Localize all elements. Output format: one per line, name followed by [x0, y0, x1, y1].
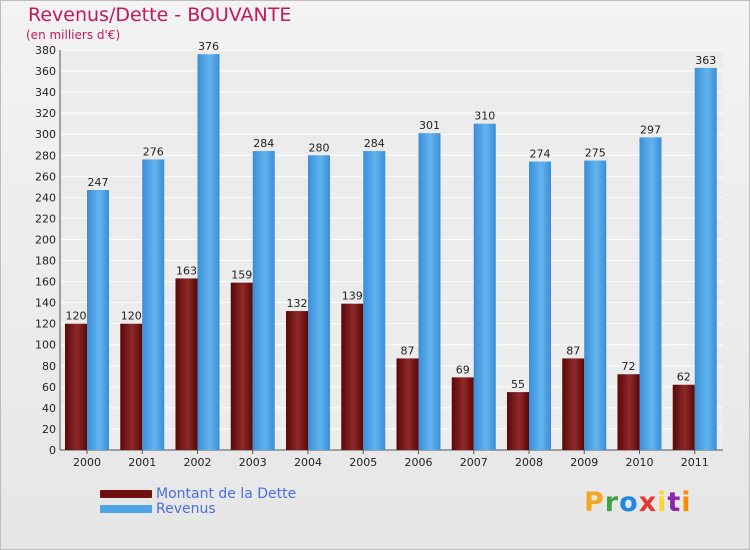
- y-tick-label: 200: [35, 233, 56, 246]
- y-tick-label: 60: [42, 381, 56, 394]
- bar-dette: [562, 358, 585, 450]
- data-label-revenus: 363: [695, 54, 716, 67]
- x-tick-label: 2000: [73, 456, 101, 469]
- bar-dette: [341, 303, 364, 450]
- bar-dette: [175, 278, 198, 450]
- bar-revenus: [639, 137, 662, 451]
- data-label-dette: 72: [622, 360, 636, 373]
- x-tick-label: 2001: [128, 456, 156, 469]
- y-tick-label: 140: [35, 297, 56, 310]
- x-tick-label: 2008: [515, 456, 543, 469]
- x-tick-label: 2005: [349, 456, 377, 469]
- data-label-dette: 87: [401, 344, 415, 357]
- data-label-dette: 132: [287, 297, 308, 310]
- y-tick-label: 80: [42, 360, 56, 373]
- data-label-revenus: 275: [585, 147, 606, 160]
- legend-label-dette: Montant de la Dette: [156, 485, 297, 502]
- data-label-revenus: 310: [474, 110, 495, 123]
- y-tick-label: 100: [35, 339, 56, 352]
- x-tick-label: 2010: [626, 456, 654, 469]
- data-label-revenus: 276: [143, 145, 164, 158]
- data-label-revenus: 280: [309, 141, 330, 154]
- logo-letter: t: [667, 487, 682, 518]
- chart-subtitle: (en milliers d'€): [26, 28, 121, 42]
- data-label-dette: 159: [231, 269, 252, 282]
- logo-letter: i: [681, 487, 692, 518]
- logo-letter: o: [619, 487, 639, 518]
- data-label-revenus: 376: [198, 40, 219, 53]
- data-label-dette: 163: [176, 264, 197, 277]
- data-label-dette: 120: [121, 310, 142, 323]
- bar-revenus: [87, 190, 109, 450]
- legend-item-revenus: Revenus: [100, 500, 296, 517]
- bar-dette: [65, 323, 87, 450]
- legend-label-revenus: Revenus: [156, 500, 216, 517]
- data-label-dette: 87: [566, 344, 580, 357]
- y-tick-label: 40: [42, 402, 56, 415]
- x-tick-label: 2002: [184, 456, 212, 469]
- data-label-revenus: 274: [530, 148, 551, 161]
- bar-dette: [617, 374, 640, 450]
- bar-revenus: [473, 123, 496, 451]
- bar-revenus: [308, 155, 330, 450]
- x-tick-label: 2009: [570, 456, 598, 469]
- y-tick-label: 220: [35, 212, 56, 225]
- legend-swatch-dette: [100, 489, 152, 498]
- y-tick-label: 300: [35, 128, 56, 141]
- y-tick-label: 280: [35, 149, 56, 162]
- bar-dette: [396, 358, 419, 450]
- y-tick-label: 320: [35, 107, 56, 120]
- y-tick-label: 340: [35, 86, 56, 99]
- y-tick-label: 380: [35, 44, 56, 57]
- bar-dette: [672, 384, 695, 450]
- bar-dette: [230, 282, 253, 450]
- x-tick-label: 2003: [239, 456, 267, 469]
- bar-revenus: [418, 133, 441, 450]
- legend: Montant de la Dette Revenus: [100, 485, 297, 517]
- bar-revenus: [363, 151, 386, 451]
- chart-title: Revenus/Dette - BOUVANTE: [28, 4, 292, 26]
- legend-item-dette: Montant de la Dette: [100, 485, 297, 502]
- data-label-revenus: 297: [640, 123, 661, 136]
- bar-revenus: [584, 160, 607, 451]
- data-label-dette: 62: [677, 371, 691, 384]
- bar-dette: [120, 323, 143, 450]
- logo-letter: r: [604, 487, 620, 518]
- y-tick-label: 160: [35, 276, 56, 289]
- data-label-revenus: 284: [253, 137, 274, 150]
- bar-revenus: [197, 54, 220, 451]
- y-tick-label: 240: [35, 191, 56, 204]
- x-tick-label: 2004: [294, 456, 322, 469]
- data-label-dette: 55: [511, 378, 525, 391]
- x-tick-label: 2006: [405, 456, 433, 469]
- bar-revenus: [252, 151, 275, 451]
- logo-letter: i: [657, 487, 668, 518]
- data-label-dette: 120: [66, 310, 87, 323]
- plot-area: [60, 50, 723, 450]
- y-tick-label: 180: [35, 255, 56, 268]
- data-label-revenus: 247: [88, 176, 109, 189]
- data-label-revenus: 301: [419, 119, 440, 132]
- bar-revenus: [142, 159, 165, 450]
- proxiti-logo: Proxiti: [584, 487, 692, 518]
- y-tick-label: 260: [35, 170, 56, 183]
- y-tick-label: 360: [35, 65, 56, 78]
- y-tick-label: 0: [49, 444, 56, 457]
- x-tick-label: 2011: [681, 456, 709, 469]
- bar-dette: [507, 392, 529, 450]
- y-tick-label: 120: [35, 318, 56, 331]
- y-tick-label: 20: [42, 423, 56, 436]
- logo-letter: x: [638, 487, 658, 518]
- bar-revenus: [694, 67, 717, 450]
- data-label-dette: 139: [342, 290, 363, 303]
- legend-swatch-revenus: [100, 504, 152, 513]
- x-tick-label: 2007: [460, 456, 488, 469]
- bar-dette: [286, 311, 308, 450]
- data-label-dette: 69: [456, 363, 470, 376]
- bar-dette: [451, 377, 474, 450]
- bar-revenus: [529, 161, 551, 450]
- data-label-revenus: 284: [364, 137, 385, 150]
- logo-letter: P: [584, 487, 605, 518]
